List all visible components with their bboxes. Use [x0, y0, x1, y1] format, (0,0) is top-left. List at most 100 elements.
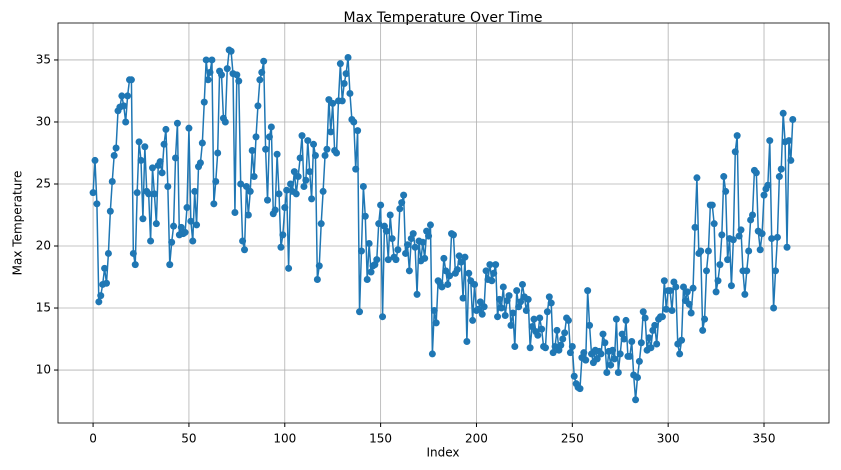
data-point	[568, 342, 576, 350]
data-point	[603, 369, 611, 377]
data-point	[400, 191, 408, 199]
data-point	[593, 355, 601, 363]
data-point	[430, 307, 438, 315]
data-point	[716, 261, 724, 269]
data-point	[471, 280, 479, 288]
data-point	[658, 313, 666, 321]
data-point	[741, 290, 749, 298]
data-point	[275, 190, 283, 198]
data-point	[145, 190, 153, 198]
data-point	[112, 144, 120, 152]
data-point	[411, 243, 419, 251]
y-tick-label: 15	[36, 301, 51, 315]
data-point	[756, 246, 764, 254]
data-point	[260, 57, 268, 65]
data-point	[135, 138, 143, 146]
data-point	[181, 228, 189, 236]
y-axis-label: Max Temperature	[11, 171, 25, 276]
data-point	[137, 156, 145, 164]
data-point	[373, 256, 381, 264]
data-point	[777, 165, 785, 173]
data-point	[147, 237, 155, 245]
data-point	[300, 182, 308, 190]
data-point	[409, 230, 417, 238]
data-point	[262, 145, 270, 153]
data-point	[172, 154, 180, 162]
data-point	[388, 235, 396, 243]
data-point	[783, 243, 791, 251]
y-tick-label: 25	[36, 176, 51, 190]
data-point	[549, 349, 557, 357]
data-point	[444, 280, 452, 288]
data-point	[653, 340, 661, 348]
data-point	[152, 220, 160, 228]
data-point	[685, 300, 693, 308]
data-point	[221, 118, 229, 126]
data-point	[277, 243, 285, 251]
data-point	[298, 132, 306, 140]
data-point	[356, 308, 364, 316]
data-point	[637, 339, 645, 347]
data-point	[712, 288, 720, 296]
data-point	[319, 187, 327, 195]
data-point	[122, 118, 130, 126]
data-point	[346, 89, 354, 97]
data-point	[308, 195, 316, 203]
data-point	[517, 298, 525, 306]
data-point	[321, 151, 329, 159]
data-point	[204, 76, 212, 84]
data-point	[708, 201, 716, 209]
data-point	[446, 272, 454, 280]
data-point	[285, 264, 293, 272]
data-point	[743, 267, 751, 275]
data-point	[124, 92, 132, 100]
data-point	[561, 329, 569, 337]
data-point	[350, 118, 358, 126]
data-point	[641, 314, 649, 322]
data-point	[733, 132, 741, 140]
data-point	[507, 321, 515, 329]
data-point	[699, 326, 707, 334]
data-point	[457, 258, 465, 266]
data-point	[599, 330, 607, 338]
data-point	[271, 206, 279, 214]
data-point	[693, 174, 701, 182]
x-tick-label: 250	[561, 432, 584, 446]
data-point	[779, 109, 787, 117]
data-point	[191, 187, 199, 195]
data-point	[329, 99, 337, 107]
data-point	[586, 321, 594, 329]
data-point	[166, 261, 174, 269]
data-point	[478, 310, 486, 318]
data-point	[612, 315, 620, 323]
data-point	[189, 237, 197, 245]
data-point	[231, 209, 239, 217]
data-point	[718, 231, 726, 239]
data-point	[170, 222, 178, 230]
data-point	[106, 207, 114, 215]
data-point	[764, 181, 772, 189]
x-axis-label: Index	[426, 446, 459, 460]
data-point	[737, 226, 745, 234]
data-point	[214, 149, 222, 157]
data-point	[394, 246, 402, 254]
data-point	[704, 247, 712, 255]
data-point	[403, 241, 411, 249]
data-point	[486, 261, 494, 269]
data-point	[227, 47, 235, 55]
data-point	[265, 133, 273, 141]
data-point	[524, 295, 532, 303]
data-point	[534, 331, 542, 339]
data-point	[570, 372, 578, 380]
data-point	[541, 344, 549, 352]
data-point	[564, 316, 572, 324]
data-point	[292, 190, 300, 198]
data-point	[294, 173, 302, 181]
data-point	[384, 256, 392, 264]
data-point	[526, 344, 534, 352]
x-tick-label: 100	[273, 432, 296, 446]
y-tick-label: 20	[36, 239, 51, 253]
data-point	[691, 223, 699, 231]
data-point	[223, 65, 231, 73]
